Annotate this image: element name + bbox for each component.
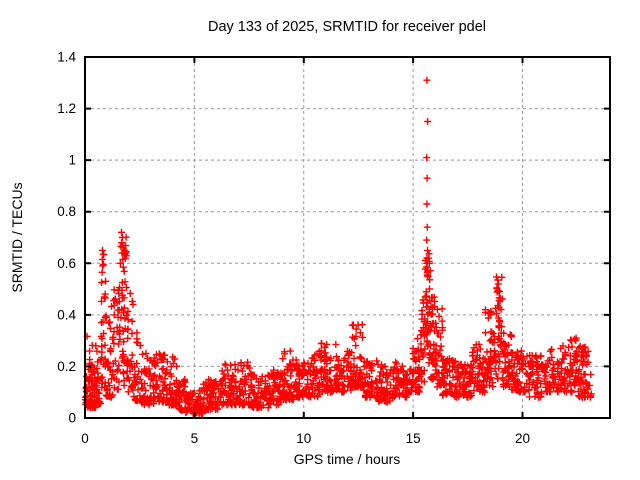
- chart-title: Day 133 of 2025, SRMTID for receiver pde…: [208, 19, 486, 35]
- y-tick-label: 0.4: [57, 307, 76, 322]
- y-axis-label: SRMTID / TECUs: [9, 182, 25, 292]
- y-tick-label: 1: [68, 153, 76, 168]
- x-tick-label: 20: [515, 431, 530, 446]
- y-tick-label: 1.2: [57, 101, 76, 116]
- x-tick-label: 15: [406, 431, 421, 446]
- x-tick-label: 10: [296, 431, 311, 446]
- data-points: [81, 76, 595, 418]
- scatter-series-srmtid: [81, 76, 595, 418]
- plot-border: [84, 56, 611, 419]
- y-tick-label: 0.2: [57, 359, 76, 374]
- x-tick-label: 5: [191, 431, 199, 446]
- y-tick-label: 0.6: [57, 256, 76, 271]
- x-tick-labels: 0 5 10 15 20: [81, 431, 530, 446]
- y-tick-label: 1.4: [57, 50, 76, 65]
- x-axis-label: GPS time / hours: [294, 451, 401, 467]
- y-tick-label: 0.8: [57, 204, 76, 219]
- y-tick-label: 0: [68, 411, 76, 426]
- x-tick-label: 0: [81, 431, 89, 446]
- y-tick-labels: 0 0.2 0.4 0.6 0.8 1 1.2 1.4: [57, 50, 76, 426]
